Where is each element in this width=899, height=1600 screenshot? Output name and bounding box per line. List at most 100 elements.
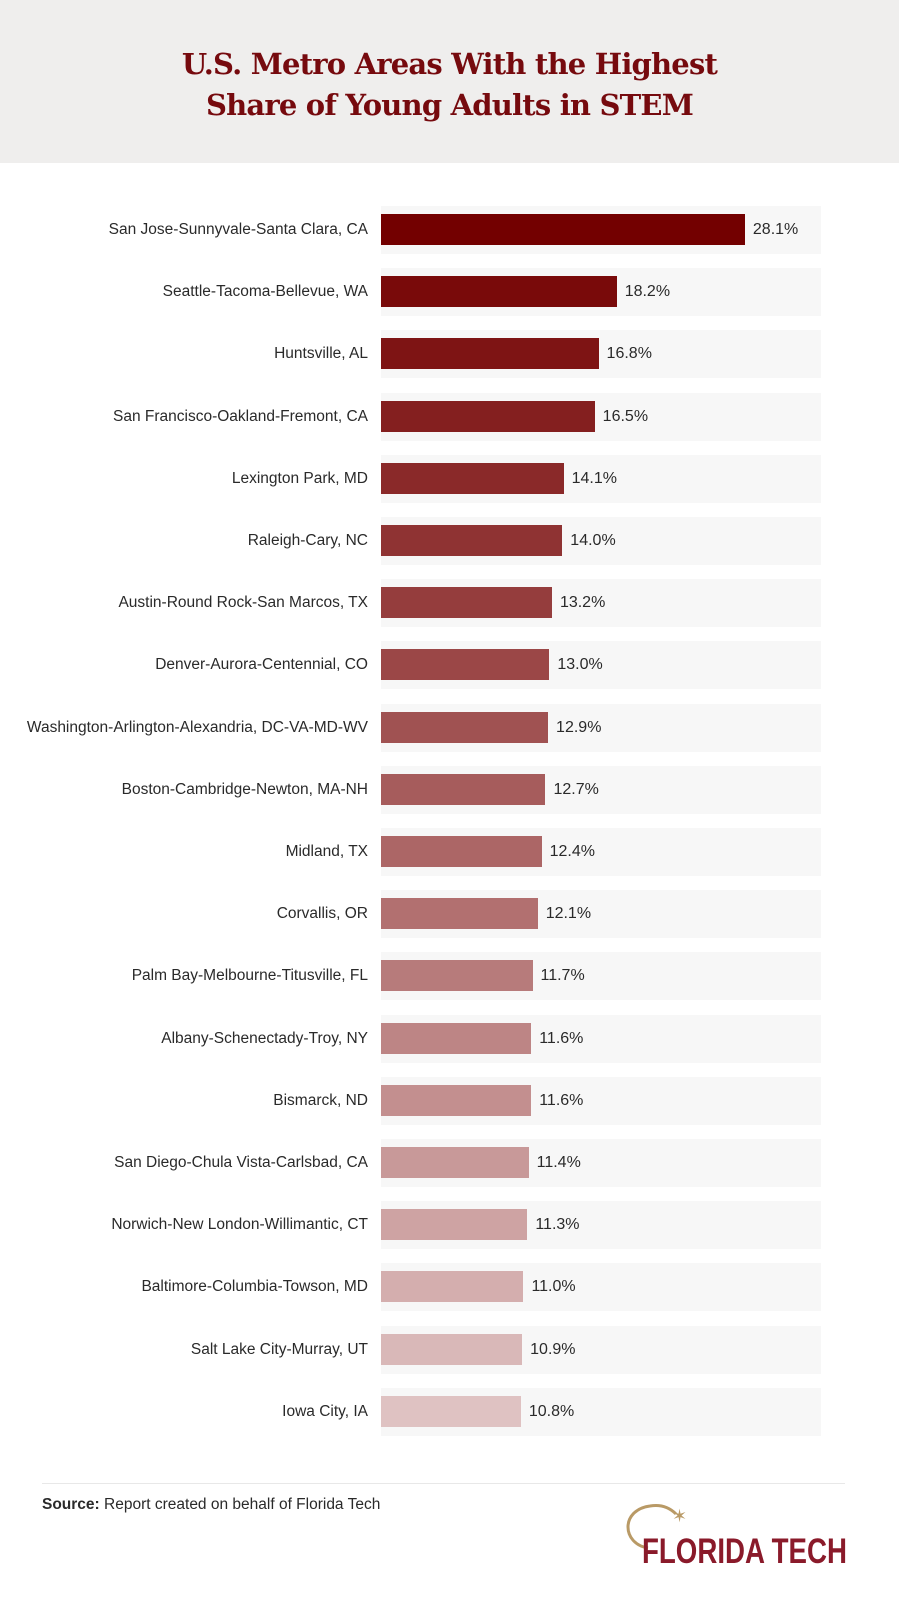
bar-label: Lexington Park, MD bbox=[231, 469, 368, 487]
bar-track: 13.2% bbox=[381, 579, 821, 628]
bar-value-label: 12.1% bbox=[545, 905, 592, 923]
bar-value-label: 12.7% bbox=[553, 780, 599, 798]
bar-track: 11.6% bbox=[381, 1014, 821, 1063]
bar-track: 14.1% bbox=[381, 454, 821, 503]
bar-row: Norwich-New London-Willimantic, CT 11.3% bbox=[0, 1201, 899, 1263]
bar-value-label: 11.0% bbox=[531, 1278, 576, 1296]
bar-value-label: 11.6% bbox=[539, 1029, 584, 1047]
source-note: Source: Report created on behalf of Flor… bbox=[42, 1496, 380, 1514]
bar-label: Austin-Round Rock-San Marcos, TX bbox=[118, 594, 368, 612]
bar-row: Denver-Aurora-Centennial, CO 13.0% bbox=[0, 641, 899, 703]
bar bbox=[381, 649, 550, 681]
bar-label: Midland, TX bbox=[285, 843, 368, 860]
logo-star-icon: ✶ bbox=[672, 1506, 687, 1526]
bar bbox=[381, 960, 533, 992]
bar bbox=[381, 1022, 532, 1054]
bar-value-label: 16.5% bbox=[602, 407, 649, 425]
bar-label: Baltimore-Columbia-Towson, MD bbox=[141, 1278, 368, 1296]
bar-label: Huntsville, AL bbox=[274, 345, 368, 363]
bar-value-label: 11.6% bbox=[539, 1091, 584, 1109]
bar bbox=[381, 773, 546, 805]
bar bbox=[381, 1333, 523, 1365]
bar-label: Albany-Schenectady-Troy, NY bbox=[161, 1029, 368, 1047]
bar-row: Boston-Cambridge-Newton, MA-NH 12.7% bbox=[0, 765, 899, 828]
bar bbox=[381, 1395, 521, 1427]
divider bbox=[42, 1483, 845, 1484]
bar-row: Salt Lake City-Murray, UT 10.9% bbox=[0, 1325, 899, 1388]
bar-value-label: 10.8% bbox=[528, 1402, 575, 1420]
bar-track: 14.0% bbox=[381, 517, 821, 565]
logo-text: FLORIDA TECH bbox=[642, 1532, 847, 1570]
bar-value-label: 13.2% bbox=[559, 594, 606, 612]
bar bbox=[381, 836, 542, 867]
bar-row: Palm Bay-Melbourne-Titusville, FL 11.7% bbox=[0, 952, 899, 1014]
bar-row: Iowa City, IA 10.8% bbox=[0, 1387, 899, 1450]
bar-track: 11.3% bbox=[381, 1201, 821, 1250]
bar-track: 16.5% bbox=[381, 392, 821, 441]
bar-track: 11.0% bbox=[381, 1263, 821, 1312]
bar-label: Palm Bay-Melbourne-Titusville, FL bbox=[131, 967, 368, 985]
bar-value-label: 14.1% bbox=[571, 469, 617, 487]
bar bbox=[381, 525, 563, 556]
bar-row: Seattle-Tacoma-Bellevue, WA 18.2% bbox=[0, 268, 899, 330]
bar-track: 12.4% bbox=[381, 828, 821, 876]
bar-track: 28.1% bbox=[381, 206, 821, 254]
title-line-1: U.S. Metro Areas With the Highest bbox=[181, 47, 718, 81]
bar-value-label: 16.8% bbox=[606, 345, 652, 363]
chart-title: U.S. Metro Areas With the Highest Share … bbox=[0, 44, 899, 126]
bar-track: 11.4% bbox=[381, 1139, 821, 1187]
bar-label: Corvallis, OR bbox=[276, 905, 368, 923]
bar-label: San Jose-Sunnyvale-Santa Clara, CA bbox=[108, 221, 368, 238]
bar-value-label: 12.4% bbox=[549, 843, 595, 860]
bar-track: 12.1% bbox=[381, 890, 821, 939]
bar-label: Denver-Aurora-Centennial, CO bbox=[155, 656, 368, 674]
bar-value-label: 13.0% bbox=[557, 656, 603, 674]
header-banner bbox=[0, 0, 899, 163]
bar bbox=[381, 462, 564, 494]
bar-row: Albany-Schenectady-Troy, NY 11.6% bbox=[0, 1014, 899, 1077]
bar-label: Bismarck, ND bbox=[273, 1091, 368, 1109]
bar bbox=[381, 214, 745, 245]
bar-label: Salt Lake City-Murray, UT bbox=[190, 1340, 368, 1358]
bar-label: Boston-Cambridge-Newton, MA-NH bbox=[121, 780, 368, 798]
bar bbox=[381, 587, 552, 619]
bar-track: 12.9% bbox=[381, 703, 821, 752]
bar-row: San Diego-Chula Vista-Carlsbad, CA 11.4% bbox=[0, 1139, 899, 1201]
bar-value-label: 18.2% bbox=[624, 283, 671, 301]
bar-row: Washington-Arlington-Alexandria, DC-VA-M… bbox=[0, 703, 899, 766]
bar bbox=[381, 400, 595, 432]
bar-track: 13.0% bbox=[381, 641, 821, 690]
bar bbox=[381, 338, 599, 370]
bar-row: San Francisco-Oakland-Fremont, CA 16.5% bbox=[0, 392, 899, 455]
bar-row: Huntsville, AL 16.8% bbox=[0, 330, 899, 392]
bar-track: 11.6% bbox=[381, 1076, 821, 1125]
bar-label: Seattle-Tacoma-Bellevue, WA bbox=[162, 283, 368, 301]
bar-label: San Francisco-Oakland-Fremont, CA bbox=[113, 407, 368, 425]
bar-label: San Diego-Chula Vista-Carlsbad, CA bbox=[114, 1154, 368, 1171]
bar-label: Iowa City, IA bbox=[282, 1402, 368, 1420]
bar-row: Raleigh-Cary, NC 14.0% bbox=[0, 517, 899, 579]
bar-row: San Jose-Sunnyvale-Santa Clara, CA 28.1% bbox=[0, 206, 899, 268]
bar bbox=[381, 1271, 524, 1303]
florida-tech-logo: ✶ FLORIDA TECH bbox=[626, 1504, 847, 1570]
bar-value-label: 10.9% bbox=[530, 1340, 576, 1358]
bar-label: Norwich-New London-Willimantic, CT bbox=[111, 1216, 368, 1234]
source-label: Source: bbox=[42, 1496, 100, 1513]
bar-row: Corvallis, OR 12.1% bbox=[0, 890, 899, 952]
logo-arc-icon bbox=[626, 1504, 678, 1550]
bar-row: Bismarck, ND 11.6% bbox=[0, 1076, 899, 1139]
source-text: Report created on behalf of Florida Tech bbox=[99, 1496, 381, 1513]
bar bbox=[381, 1147, 529, 1178]
bar bbox=[381, 1084, 532, 1116]
bar-track: 12.7% bbox=[381, 765, 821, 814]
bar bbox=[381, 711, 549, 743]
bar-track: 11.7% bbox=[381, 952, 821, 1001]
bar bbox=[381, 276, 617, 308]
bar-value-label: 28.1% bbox=[752, 221, 799, 238]
bar-label: Washington-Arlington-Alexandria, DC-VA-M… bbox=[26, 718, 368, 736]
bar-value-label: 11.7% bbox=[540, 967, 585, 985]
bar-track: 10.9% bbox=[381, 1325, 821, 1374]
bar-value-label: 12.9% bbox=[556, 718, 602, 736]
bar-value-label: 11.4% bbox=[536, 1154, 581, 1171]
bar-track: 18.2% bbox=[381, 268, 821, 317]
